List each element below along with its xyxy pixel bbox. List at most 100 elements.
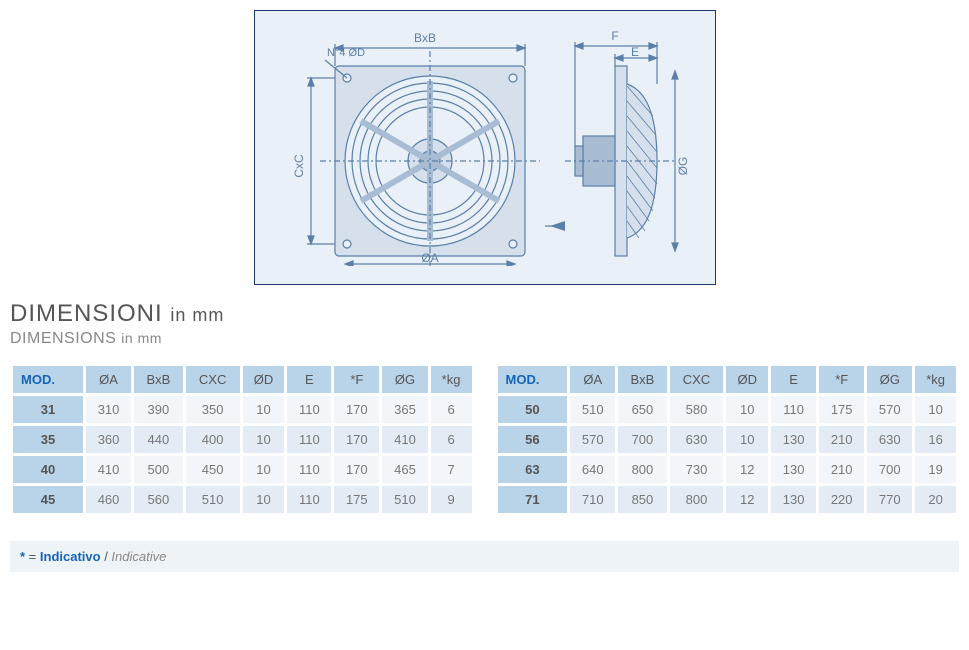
title-primary: DIMENSIONI in mm	[10, 300, 959, 328]
table-cell: 10	[243, 456, 285, 483]
table-cell: 640	[570, 456, 615, 483]
table-cell: 19	[915, 456, 956, 483]
section-titles: DIMENSIONI in mm DIMENSIONS in mm	[0, 300, 969, 363]
table-cell: 35	[13, 426, 83, 453]
footnote: * = Indicativo / Indicative	[10, 541, 959, 572]
table-cell: 700	[618, 426, 666, 453]
table-cell: 360	[86, 426, 131, 453]
col-header: *kg	[915, 366, 956, 393]
col-header: MOD.	[13, 366, 83, 393]
table-row: 636408007301213021070019	[498, 456, 957, 483]
table-row: 45460560510101101755109	[13, 486, 472, 513]
table-cell: 210	[819, 426, 864, 453]
table-row: 717108508001213022077020	[498, 486, 957, 513]
col-header: E	[287, 366, 331, 393]
table-cell: 110	[287, 396, 331, 423]
table-cell: 210	[819, 456, 864, 483]
dimensions-tables: MOD.ØABxBCXCØDE*FØG*kg 31310390350101101…	[0, 363, 969, 516]
table-cell: 170	[334, 396, 379, 423]
table-cell: 730	[670, 456, 724, 483]
table-row: 40410500450101101704657	[13, 456, 472, 483]
table-cell: 710	[570, 486, 615, 513]
table-cell: 800	[670, 486, 724, 513]
col-header: ØD	[726, 366, 768, 393]
table-cell: 12	[726, 456, 768, 483]
title-secondary-text: DIMENSIONS	[10, 330, 116, 347]
col-header: MOD.	[498, 366, 568, 393]
table-cell: 6	[431, 426, 472, 453]
table-cell: 71	[498, 486, 568, 513]
table-cell: 9	[431, 486, 472, 513]
table-cell: 10	[726, 426, 768, 453]
table-cell: 10	[243, 426, 285, 453]
dimensions-table-left: MOD.ØABxBCXCØDE*FØG*kg 31310390350101101…	[10, 363, 475, 516]
table-cell: 40	[13, 456, 83, 483]
table-cell: 440	[134, 426, 182, 453]
table-cell: 770	[867, 486, 912, 513]
table-row: 31310390350101101703656	[13, 396, 472, 423]
table-cell: 31	[13, 396, 83, 423]
table-cell: 45	[13, 486, 83, 513]
footnote-eq: =	[25, 549, 40, 564]
diagram-container: BxB ØA CxC N°4 ØD	[0, 0, 969, 300]
footnote-primary: Indicativo	[40, 549, 101, 564]
table-cell: 110	[287, 456, 331, 483]
table-cell: 650	[618, 396, 666, 423]
table-cell: 130	[771, 456, 816, 483]
table-cell: 175	[819, 396, 864, 423]
col-header: ØD	[243, 366, 285, 393]
table-cell: 10	[726, 396, 768, 423]
table-cell: 850	[618, 486, 666, 513]
table-cell: 570	[570, 426, 615, 453]
table-cell: 16	[915, 426, 956, 453]
technical-diagram: BxB ØA CxC N°4 ØD	[254, 10, 716, 285]
table-cell: 700	[867, 456, 912, 483]
table-cell: 220	[819, 486, 864, 513]
col-header: ØA	[570, 366, 615, 393]
title-primary-unit: in mm	[170, 305, 224, 325]
title-secondary: DIMENSIONS in mm	[10, 330, 959, 348]
col-header: ØA	[86, 366, 131, 393]
col-header: BxB	[618, 366, 666, 393]
table-cell: 170	[334, 456, 379, 483]
table-cell: 800	[618, 456, 666, 483]
table-cell: 400	[186, 426, 240, 453]
table-cell: 390	[134, 396, 182, 423]
col-header: CXC	[186, 366, 240, 393]
footnote-secondary: Indicative	[111, 549, 166, 564]
table-cell: 130	[771, 426, 816, 453]
table-cell: 510	[186, 486, 240, 513]
label-f: F	[611, 29, 618, 43]
table-cell: 410	[86, 456, 131, 483]
table-cell: 510	[570, 396, 615, 423]
table-row: 505106505801011017557010	[498, 396, 957, 423]
table-cell: 7	[431, 456, 472, 483]
table-cell: 110	[287, 426, 331, 453]
col-header: *F	[334, 366, 379, 393]
table-cell: 365	[382, 396, 427, 423]
table-cell: 50	[498, 396, 568, 423]
table-cell: 310	[86, 396, 131, 423]
fan-drawing-svg: BxB ØA CxC N°4 ØD	[275, 26, 695, 266]
table-cell: 130	[771, 486, 816, 513]
table-cell: 10	[243, 486, 285, 513]
label-og: ØG	[676, 157, 690, 176]
table-cell: 10	[915, 396, 956, 423]
table-cell: 460	[86, 486, 131, 513]
label-bxb: BxB	[413, 31, 435, 45]
table-cell: 570	[867, 396, 912, 423]
col-header: CXC	[670, 366, 724, 393]
label-oa: ØA	[421, 251, 438, 265]
table-cell: 20	[915, 486, 956, 513]
label-n4d: N°4 ØD	[327, 47, 365, 59]
table-cell: 450	[186, 456, 240, 483]
label-cxc: CxC	[292, 154, 306, 178]
col-header: *F	[819, 366, 864, 393]
table-cell: 10	[243, 396, 285, 423]
dimensions-table-right: MOD.ØABxBCXCØDE*FØG*kg 50510650580101101…	[495, 363, 960, 516]
label-e: E	[630, 45, 638, 59]
col-header: *kg	[431, 366, 472, 393]
col-header: ØG	[382, 366, 427, 393]
table-cell: 110	[287, 486, 331, 513]
table-cell: 6	[431, 396, 472, 423]
